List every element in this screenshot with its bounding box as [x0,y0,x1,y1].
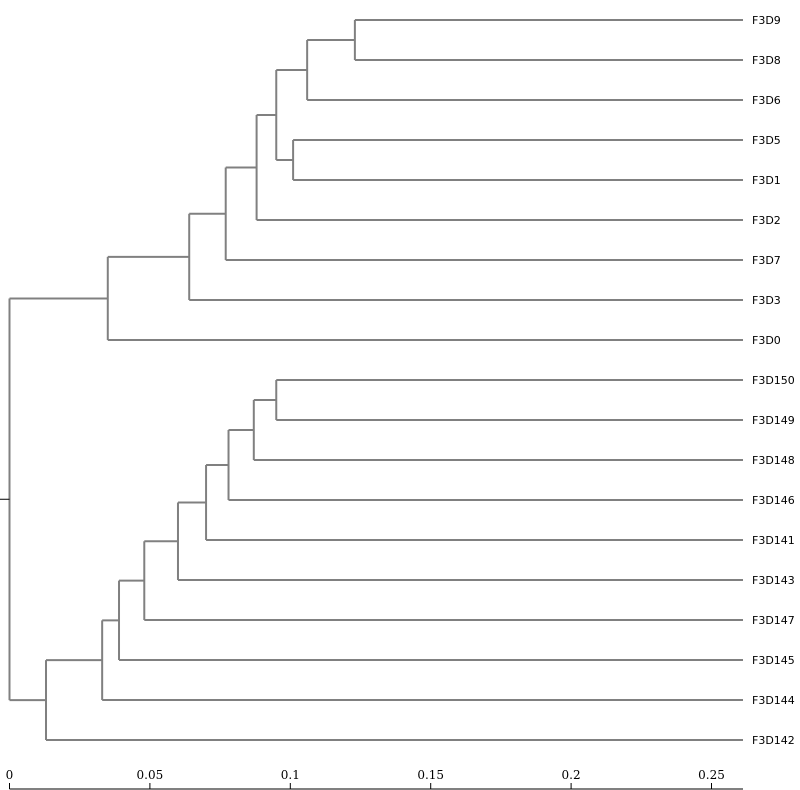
leaf-label-F3D5: F3D5 [752,134,781,147]
leaf-label-F3D0: F3D0 [752,334,781,347]
leaf-label-F3D148: F3D148 [752,454,795,467]
leaf-label-F3D1: F3D1 [752,174,781,187]
leaf-label-F3D7: F3D7 [752,254,781,267]
leaf-label-F3D145: F3D145 [752,654,795,667]
leaf-label-F3D2: F3D2 [752,214,781,227]
leaf-label-F3D146: F3D146 [752,494,795,507]
x-tick-label: 0.05 [137,768,164,782]
x-axis: 0 0.05 0.1 0.15 0.2 0.25 [6,768,743,790]
leaf-label-F3D142: F3D142 [752,734,795,747]
leaf-label-F3D141: F3D141 [752,534,795,547]
leaf-label-F3D9: F3D9 [752,14,781,27]
leaf-label-F3D3: F3D3 [752,294,781,307]
dendrogram-branches [0,19,743,741]
x-tick-label: 0.1 [281,768,300,782]
leaf-label-F3D150: F3D150 [752,374,795,387]
x-tick-label: 0 [6,768,14,782]
leaf-labels: F3D9 F3D8 F3D6 F3D5 F3D1 F3D2 F3D7 F3D3 F3D0 F3D1… [752,14,795,747]
x-tick-label: 0.15 [417,768,444,782]
leaf-label-F3D147: F3D147 [752,614,795,627]
leaf-label-F3D144: F3D144 [752,694,795,707]
leaf-label-F3D6: F3D6 [752,94,781,107]
leaf-label-F3D143: F3D143 [752,574,795,587]
x-tick-label: 0.25 [698,768,725,782]
leaf-label-F3D149: F3D149 [752,414,795,427]
x-tick-label: 0.2 [562,768,581,782]
leaf-label-F3D8: F3D8 [752,54,781,67]
